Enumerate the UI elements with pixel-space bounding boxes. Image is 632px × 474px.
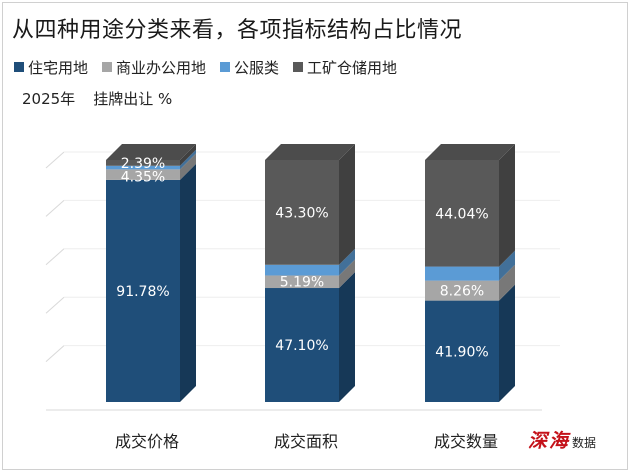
data-label: 4.35% (121, 169, 165, 185)
legend: 住宅用地 商业办公用地 公服类 工矿仓储用地 (14, 57, 397, 77)
gridline-diagonal (45, 151, 65, 169)
bar-segment (425, 266, 499, 281)
watermark-sub: 数据 (572, 436, 597, 450)
bar-segment (425, 300, 499, 402)
bar-segment (106, 165, 180, 170)
category-label: 成交价格 (115, 432, 179, 451)
gridline-diagonal (45, 248, 65, 266)
legend-item-residential: 住宅用地 (14, 57, 88, 78)
bar-segment-side (339, 144, 355, 265)
bar-segment-side (180, 144, 196, 166)
data-label: 2.39% (121, 156, 165, 172)
legend-label-commercial: 商业办公用地 (116, 58, 207, 77)
watermark-brand: 深海 (528, 430, 571, 452)
bar-segment-side (339, 248, 355, 276)
bar-segment (265, 275, 339, 289)
bar-segment (265, 264, 339, 276)
category-label: 成交数量 (434, 432, 498, 451)
bar-segment-side (499, 284, 515, 402)
unit-year: 2025年 (22, 90, 76, 108)
data-label: 41.90% (435, 344, 488, 360)
data-label: 91.78% (116, 284, 169, 300)
bar-segment-side (180, 149, 196, 170)
bar-segment-side (499, 264, 515, 301)
bar-segment (265, 288, 339, 402)
gridline-diagonal (45, 296, 65, 314)
legend-swatch-commercial (102, 62, 113, 72)
data-label: 8.26% (440, 284, 484, 300)
chart-title: 从四种用途分类来看，各项指标结构占比情况 (12, 18, 463, 43)
legend-label-residential: 住宅用地 (28, 58, 89, 77)
bar-segment-top (106, 144, 196, 160)
data-label: 44.04% (435, 206, 488, 222)
bar-segment-top (425, 144, 515, 160)
legend-label-public: 公服类 (234, 58, 280, 77)
gridline-diagonal (45, 200, 65, 217)
bar-segment (106, 160, 180, 166)
bar-segment (106, 179, 180, 402)
legend-item-public: 公服类 (220, 57, 279, 78)
bar-segment-side (180, 153, 196, 180)
bar-segment-side (339, 259, 355, 289)
unit-line: 2025年 挂牌出让 % (22, 88, 190, 109)
legend-label-industrial: 工矿仓储用地 (307, 58, 398, 77)
legend-swatch-public (220, 62, 231, 72)
bar-segment-side (180, 163, 196, 402)
bar-segment-side (499, 144, 515, 267)
bar-segment (425, 160, 499, 267)
legend-item-industrial: 工矿仓储用地 (293, 57, 397, 78)
legend-item-commercial: 商业办公用地 (102, 57, 206, 78)
unit-desc: 挂牌出让 % (93, 90, 173, 108)
data-label: 43.30% (275, 205, 328, 221)
bar-segment-side (339, 272, 355, 402)
bar-segment-top (265, 144, 355, 160)
legend-swatch-industrial (293, 62, 304, 72)
category-label: 成交面积 (274, 432, 338, 451)
data-label: 47.10% (275, 338, 328, 354)
bar-segment (265, 160, 339, 265)
data-label: 5.19% (280, 275, 324, 291)
watermark: 深海 数据 (528, 426, 596, 453)
bar-segment (425, 280, 499, 301)
bar-segment-side (499, 250, 515, 281)
legend-swatch-residential (14, 62, 24, 72)
gridline-diagonal (45, 345, 65, 362)
bar-segment (106, 169, 180, 180)
